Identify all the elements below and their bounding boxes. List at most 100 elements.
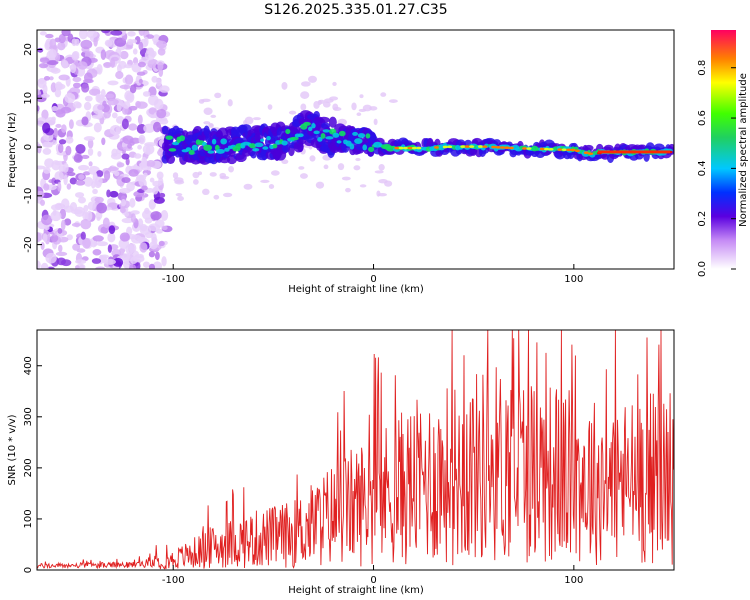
noise-blob [57,143,64,154]
noise-blob [71,52,79,61]
signal-core [317,137,323,142]
noise-blob [88,161,93,167]
signal-core [191,144,198,151]
noise-blob [83,72,93,83]
signal-peak [403,146,409,150]
signal-core [188,149,195,155]
noise-blob [81,83,90,93]
noise-blob [192,171,200,179]
noise-blob [111,112,118,119]
signal-peak [482,145,488,148]
noise-blob [122,101,131,109]
noise-blob [158,240,165,247]
noise-blob [45,33,54,39]
noise-blob [80,231,86,240]
snr-panel: -100 0 100 0 100 200 300 400 Height of straigh… [7,329,675,596]
noise-blob [133,153,142,159]
spectrogram-x-ticks: -100 0 100 [162,264,583,285]
noise-blob [267,104,273,110]
noise-blob [91,258,102,264]
noise-blob [82,210,87,220]
noise-blob [44,158,54,168]
signal-core [203,144,213,151]
colorbar-ticks: 0.0 0.2 0.4 0.6 0.8 [697,60,736,277]
noise-blob [58,244,63,253]
noise-blob [121,177,131,183]
noise-blob [71,209,83,215]
noise-blob [313,101,320,109]
signal-peak [544,147,550,151]
signal-blob [297,141,304,153]
noise-blob [44,225,50,231]
signal-blob [328,116,337,128]
signal-core [179,135,185,142]
noise-blob [72,82,81,89]
snr-series-line [37,330,674,570]
noise-blob [45,252,57,264]
noise-blob [300,103,307,111]
noise-blob [156,78,162,87]
x-tick-label: 100 [564,575,583,586]
noise-blob [175,193,183,197]
signal-peak [539,147,545,151]
noise-blob [62,162,69,173]
snr-x-label: Height of straight line (km) [288,585,424,596]
signal-core [168,148,177,152]
noise-blob [43,183,50,191]
noise-blob [74,265,80,269]
noise-blob [92,188,98,195]
noise-blob [337,163,345,171]
signal-core [325,136,334,140]
signal-peak [508,146,514,150]
noise-blob [41,109,49,120]
y-tick-label: 100 [23,509,34,528]
noise-blob [95,211,103,220]
noise-blob [83,204,89,212]
noise-blob [86,210,93,221]
noise-blob [177,195,184,202]
noise-blob [298,166,305,170]
noise-blob [213,194,220,200]
noise-blob [87,147,94,156]
signal-peak [548,147,554,151]
noise-blob [332,106,342,111]
noise-blob [151,75,158,83]
noise-blob [198,99,205,104]
signal-core [165,135,174,140]
noise-blob [208,123,214,127]
noise-blob [353,165,361,171]
noise-blob [71,222,81,227]
noise-blob [152,261,163,269]
noise-blob [154,251,160,261]
noise-blob [149,241,158,250]
noise-blob [377,193,387,197]
noise-blob [103,170,111,181]
noise-blob [97,104,105,111]
noise-blob [50,204,62,211]
signal-blob [584,144,594,152]
signal-peak [574,149,580,153]
noise-blob [120,199,127,207]
signal-peak [561,148,567,151]
noise-blob [138,175,145,187]
noise-blob [142,91,151,97]
spectrogram-y-label: Frequency (Hz) [7,112,18,188]
noise-blob [137,144,142,150]
noise-blob [112,257,124,267]
noise-blob [121,153,130,160]
noise-blob [148,263,155,269]
noise-blob [93,122,102,133]
signal-core [352,131,359,136]
noise-blob [132,48,138,55]
noise-blob [156,108,167,119]
signal-core [272,143,278,149]
noise-blob [142,143,155,155]
noise-blob [106,189,111,198]
noise-blob [74,192,85,198]
noise-blob [41,93,50,98]
snr-y-label: SNR (10 * v/v) [7,414,18,485]
noise-blob [116,102,122,112]
noise-blob [152,121,162,133]
noise-blob [50,210,62,222]
noise-blob [66,183,72,190]
